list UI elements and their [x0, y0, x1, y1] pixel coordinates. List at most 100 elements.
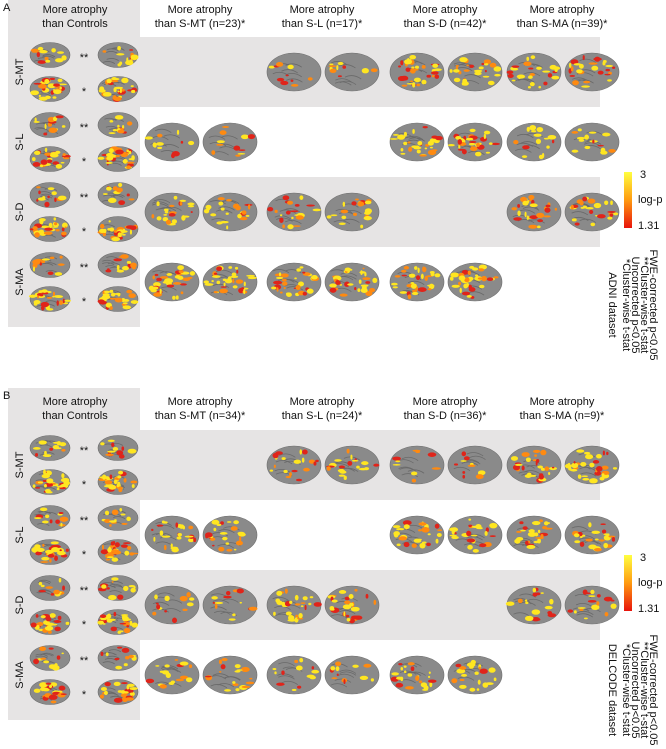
significance-mark: **	[80, 655, 89, 667]
brain-image	[266, 52, 322, 92]
atrophy-blob	[298, 281, 304, 287]
atrophy-blob	[594, 538, 599, 541]
atrophy-blob	[113, 681, 121, 687]
atrophy-blob	[302, 449, 308, 455]
brain-image	[29, 469, 71, 495]
atrophy-blob	[273, 611, 276, 616]
atrophy-blob	[494, 73, 501, 77]
atrophy-blob	[239, 601, 243, 604]
atrophy-blob	[214, 603, 218, 609]
atrophy-blob	[455, 663, 462, 668]
atrophy-blob	[302, 271, 306, 274]
atrophy-blob	[313, 461, 317, 466]
sulcus	[105, 125, 119, 129]
atrophy-blob	[159, 530, 164, 536]
atrophy-blob	[525, 540, 529, 545]
brain-image	[28, 286, 72, 312]
atrophy-blob	[152, 611, 157, 616]
brain-image	[266, 655, 322, 695]
atrophy-blob	[232, 681, 236, 684]
atrophy-blob	[577, 607, 586, 609]
atrophy-blob	[130, 85, 134, 88]
brain-image	[389, 262, 445, 302]
atrophy-blob	[466, 662, 476, 668]
atrophy-blob	[457, 148, 466, 151]
row-label: S-L	[14, 133, 26, 150]
atrophy-blob	[49, 77, 56, 81]
atrophy-blob	[571, 218, 577, 222]
atrophy-blob	[235, 279, 244, 284]
atrophy-blob	[39, 294, 44, 297]
atrophy-blob	[605, 64, 614, 68]
sulcus	[466, 536, 483, 541]
atrophy-blob	[188, 664, 193, 669]
brain-outline	[447, 445, 503, 485]
brain-image	[97, 539, 139, 565]
atrophy-blob	[362, 267, 365, 270]
column-header: More atrophy	[530, 4, 595, 16]
atrophy-blob	[33, 302, 38, 306]
brain-image	[97, 76, 139, 102]
atrophy-blob	[108, 546, 111, 551]
sulcus	[152, 601, 170, 606]
brain-image	[266, 262, 322, 302]
row-label: S-MT	[14, 451, 26, 478]
atrophy-blob	[544, 605, 553, 610]
brain-image	[97, 645, 139, 671]
atrophy-blob	[352, 664, 359, 668]
atrophy-blob	[449, 276, 454, 281]
brain-image	[564, 52, 620, 92]
atrophy-blob	[608, 148, 616, 153]
atrophy-blob	[512, 464, 520, 471]
atrophy-blob	[596, 601, 600, 606]
atrophy-blob	[44, 450, 47, 456]
atrophy-blob	[534, 454, 538, 457]
atrophy-blob	[536, 212, 545, 218]
atrophy-blob	[571, 149, 579, 153]
atrophy-blob	[38, 83, 47, 89]
brain-image	[29, 679, 71, 705]
atrophy-blob	[311, 274, 318, 280]
sulcus	[285, 63, 303, 68]
sulcus	[281, 69, 298, 74]
brain-image	[202, 655, 258, 695]
atrophy-blob	[153, 282, 161, 287]
atrophy-blob	[296, 268, 302, 272]
row-label: S-D	[14, 202, 26, 221]
atrophy-blob	[177, 523, 183, 528]
brain-image	[202, 262, 258, 302]
atrophy-blob	[38, 440, 47, 445]
atrophy-blob	[306, 204, 315, 207]
atrophy-blob	[163, 545, 167, 551]
atrophy-blob	[230, 526, 238, 531]
atrophy-blob	[55, 115, 64, 119]
atrophy-blob	[458, 275, 466, 281]
atrophy-blob	[585, 206, 594, 210]
atrophy-blob	[61, 227, 65, 232]
atrophy-blob	[28, 294, 37, 298]
atrophy-blob	[243, 288, 246, 295]
brain-image	[324, 445, 380, 485]
atrophy-blob	[341, 215, 347, 220]
atrophy-blob	[98, 89, 106, 93]
brain-image	[97, 575, 139, 601]
atrophy-blob	[604, 73, 611, 76]
sulcus	[334, 81, 352, 86]
atrophy-blob	[32, 447, 41, 450]
atrophy-blob	[129, 687, 136, 690]
atrophy-blob	[312, 208, 321, 212]
sulcus	[37, 57, 51, 61]
sulcus	[330, 61, 348, 66]
atrophy-blob	[355, 198, 359, 201]
brain-image	[29, 76, 71, 102]
atrophy-blob	[403, 542, 410, 548]
atrophy-blob	[467, 544, 473, 550]
atrophy-blob	[55, 58, 64, 63]
atrophy-blob	[304, 604, 307, 611]
atrophy-blob	[109, 119, 114, 123]
significance-mark: **	[80, 585, 89, 597]
sulcus	[40, 193, 54, 197]
brain-image	[144, 585, 200, 625]
atrophy-blob	[526, 544, 536, 549]
atrophy-blob	[421, 527, 430, 533]
